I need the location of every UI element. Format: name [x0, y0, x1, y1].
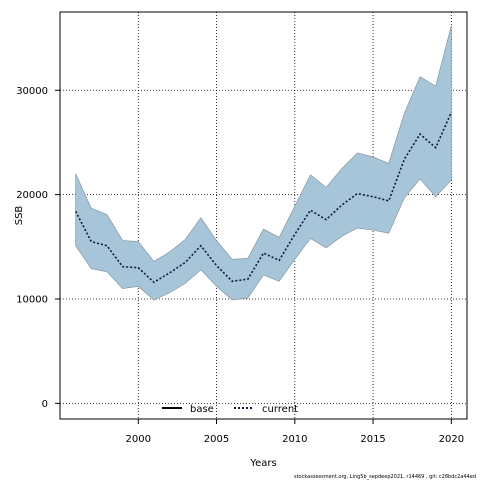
- footer-note: stockassessment.org, Ling5b_sepdeep2021,…: [294, 474, 476, 480]
- x-tick-label-2000: 2000: [126, 434, 151, 445]
- grid-lines: [60, 12, 467, 419]
- x-axis-ticks: 2000 2005 2010 2015 2020: [126, 419, 464, 445]
- y-axis-ticks: 0 10000 20000 30000: [16, 86, 60, 410]
- series-lines-layer: [74, 111, 453, 284]
- y-tick-label-10000: 10000: [16, 294, 48, 305]
- y-tick-label-30000: 30000: [16, 86, 48, 97]
- x-axis-title: Years: [249, 458, 276, 469]
- x-tick-label-2015: 2015: [360, 434, 385, 445]
- legend-label-current: current: [262, 404, 298, 415]
- x-tick-label-2010: 2010: [282, 434, 307, 445]
- x-tick-label-2020: 2020: [439, 434, 464, 445]
- y-tick-label-0: 0: [42, 399, 48, 410]
- legend-label-base: base: [190, 404, 214, 415]
- series-line-current: [74, 111, 453, 284]
- plot-frame: [59, 11, 468, 420]
- y-axis-title: SSB: [14, 206, 25, 226]
- x-tick-label-2005: 2005: [204, 434, 229, 445]
- confidence-band-current: [75, 25, 452, 301]
- y-tick-label-20000: 20000: [16, 190, 48, 201]
- legend: base current: [162, 404, 298, 415]
- confidence-band-layer: [75, 25, 452, 301]
